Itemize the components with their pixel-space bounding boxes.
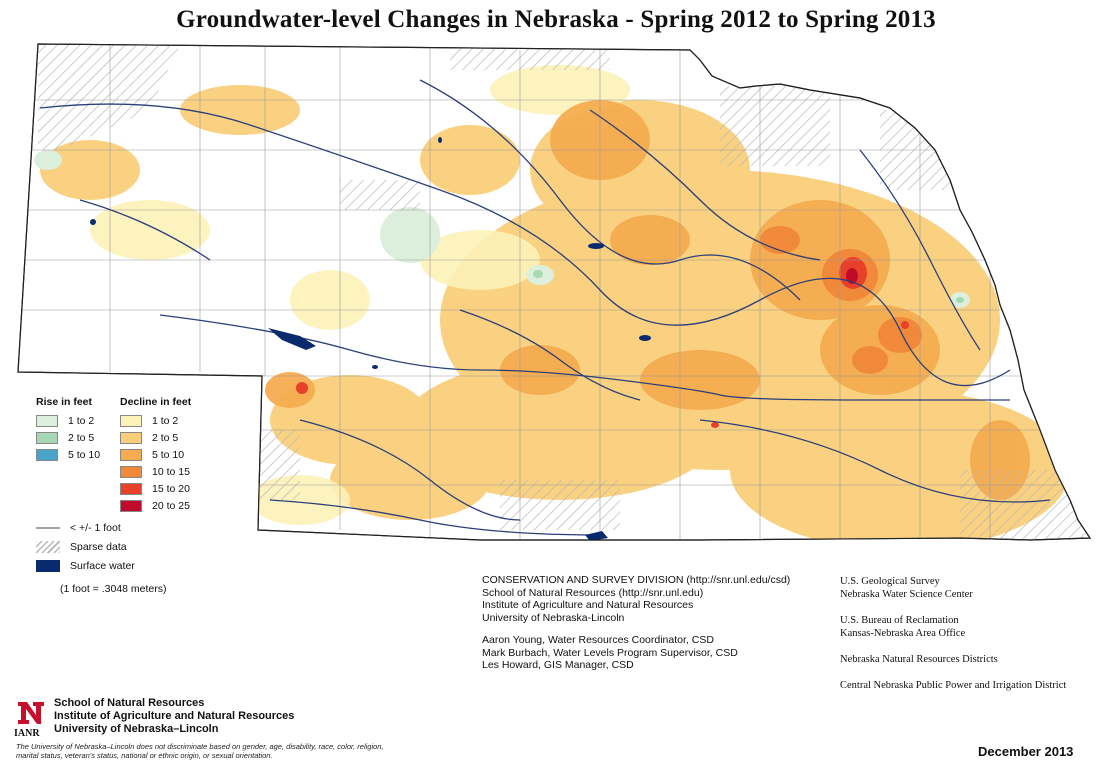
school-line: School of Natural Resources (54, 697, 205, 709)
credit-line: Institute of Agriculture and Natural Res… (482, 599, 694, 611)
school-line: University of Nebraska–Lincoln (54, 723, 219, 735)
legend-swatch (36, 414, 58, 427)
credit-person: Aaron Young, Water Resources Coordinator… (482, 634, 714, 646)
legend-label: 10 to 15 (152, 465, 190, 478)
legend-swatch (36, 431, 58, 444)
partner-name: U.S. Bureau of Reclamation (840, 615, 959, 626)
legend-decline: Decline in feet 1 to 2 2 to 5 5 to 10 10… (120, 396, 191, 514)
partner-name: U.S. Geological Survey (840, 576, 940, 587)
partner: U.S. Geological Survey Nebraska Water Sc… (840, 575, 1066, 601)
publication-date: December 2013 (978, 744, 1074, 759)
legend-decline-item: 20 to 25 (120, 497, 191, 514)
partner-name: Central Nebraska Public Power and Irriga… (840, 680, 1067, 691)
disclaimer: The University of Nebraska–Lincoln does … (16, 742, 384, 760)
legend-swatch (120, 414, 142, 427)
legend-label: 1 to 2 (68, 414, 95, 427)
legend-swatch (120, 465, 142, 478)
legend-rise-item: 5 to 10 (36, 446, 100, 463)
legend-decline-item: 5 to 10 (120, 446, 191, 463)
legend-rise-item: 1 to 2 (36, 412, 100, 429)
map-title: Groundwater-level Changes in Nebraska - … (176, 6, 936, 33)
partner: U.S. Bureau of Reclamation Kansas-Nebras… (840, 614, 1066, 640)
legend-label: Sparse data (70, 540, 127, 553)
legend-small-change: < +/- 1 foot (36, 518, 135, 537)
legend-symbols: < +/- 1 foot Sparse data Surface water (36, 518, 135, 575)
school-line: Institute of Agriculture and Natural Res… (54, 710, 295, 722)
legend-label: 2 to 5 (152, 431, 179, 444)
legend-swatch (120, 482, 142, 495)
legend-label: < +/- 1 foot (70, 521, 121, 534)
legend-rise-heading: Rise in feet (36, 396, 93, 408)
partner: Nebraska Natural Resources Districts (840, 653, 1066, 666)
credit-line: University of Nebraska-Lincoln (482, 611, 625, 624)
legend-rise-item: 2 to 5 (36, 429, 100, 446)
legend-swatch (120, 499, 142, 512)
legend-label: 2 to 5 (68, 431, 95, 444)
legend-label: Surface water (70, 559, 135, 572)
partners: U.S. Geological Survey Nebraska Water Sc… (840, 575, 1066, 705)
credits: CONSERVATION AND SURVEY DIVISION (http:/… (482, 574, 790, 672)
partner: Central Nebraska Public Power and Irriga… (840, 679, 1066, 692)
unit-conversion: (1 foot = .3048 meters) (60, 583, 167, 595)
university-n-logo-icon (18, 702, 44, 724)
surface-water (90, 137, 651, 540)
legend-swatch (120, 448, 142, 461)
legend-decline-item: 2 to 5 (120, 429, 191, 446)
legend-rise: Rise in feet 1 to 2 2 to 5 5 to 10 (36, 396, 100, 463)
hatch-symbol-icon (36, 540, 60, 553)
legend-label: 5 to 10 (68, 448, 101, 461)
partner-office: Kansas-Nebraska Area Office (840, 628, 966, 639)
line-symbol-icon (36, 527, 60, 528)
school-names: School of Natural Resources Institute of… (54, 697, 294, 736)
legend-label: 15 to 20 (152, 482, 190, 495)
credit-line: School of Natural Resources (http://snr.… (482, 586, 704, 599)
credit-person: Les Howard, GIS Manager, CSD (482, 659, 634, 671)
credit-person: Mark Burbach, Water Levels Program Super… (482, 646, 738, 659)
legend-sparse: Sparse data (36, 537, 135, 556)
legend-swatch (36, 448, 58, 461)
rivers (39, 79, 1051, 536)
legend-decline-item: 15 to 20 (120, 480, 191, 497)
legend-label: 20 to 25 (152, 499, 190, 512)
credit-line: CONSERVATION AND SURVEY DIVISION (http:/… (482, 574, 791, 586)
legend-label: 5 to 10 (152, 448, 185, 461)
legend-decline-heading: Decline in feet (120, 396, 192, 408)
ianr-logo-text: IANR (14, 728, 40, 739)
legend-label: 1 to 2 (152, 414, 179, 427)
legend-decline-item: 1 to 2 (120, 412, 191, 429)
legend-surface-water: Surface water (36, 556, 135, 575)
legend-swatch (120, 431, 142, 444)
surface-water-swatch (36, 559, 60, 572)
partner-office: Nebraska Water Science Center (840, 589, 973, 600)
legend-decline-item: 10 to 15 (120, 463, 191, 480)
partner-name: Nebraska Natural Resources Districts (840, 654, 998, 665)
